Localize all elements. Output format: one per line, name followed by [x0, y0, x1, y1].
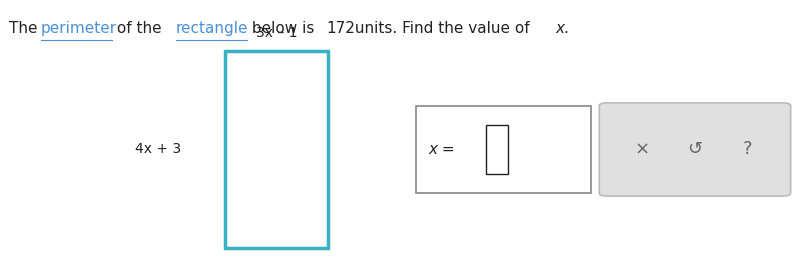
Text: 4x + 3: 4x + 3: [134, 142, 181, 157]
Text: x: x: [556, 20, 565, 35]
Text: ↺: ↺: [687, 140, 702, 158]
Bar: [486, 125, 509, 174]
Text: .: .: [563, 20, 569, 35]
Text: units. Find the value of: units. Find the value of: [350, 20, 534, 35]
Text: rectangle: rectangle: [176, 20, 248, 35]
FancyBboxPatch shape: [599, 103, 790, 196]
Text: ?: ?: [743, 140, 752, 158]
Text: below is: below is: [247, 20, 319, 35]
Text: perimeter: perimeter: [41, 20, 117, 35]
Bar: [416, 106, 591, 193]
Text: The: The: [10, 20, 42, 35]
Text: 3x – 1: 3x – 1: [256, 26, 297, 40]
Bar: [225, 51, 328, 248]
Text: ×: ×: [634, 140, 650, 158]
Text: of the: of the: [112, 20, 166, 35]
Text: x =: x =: [428, 142, 459, 157]
Text: 172: 172: [326, 20, 355, 35]
